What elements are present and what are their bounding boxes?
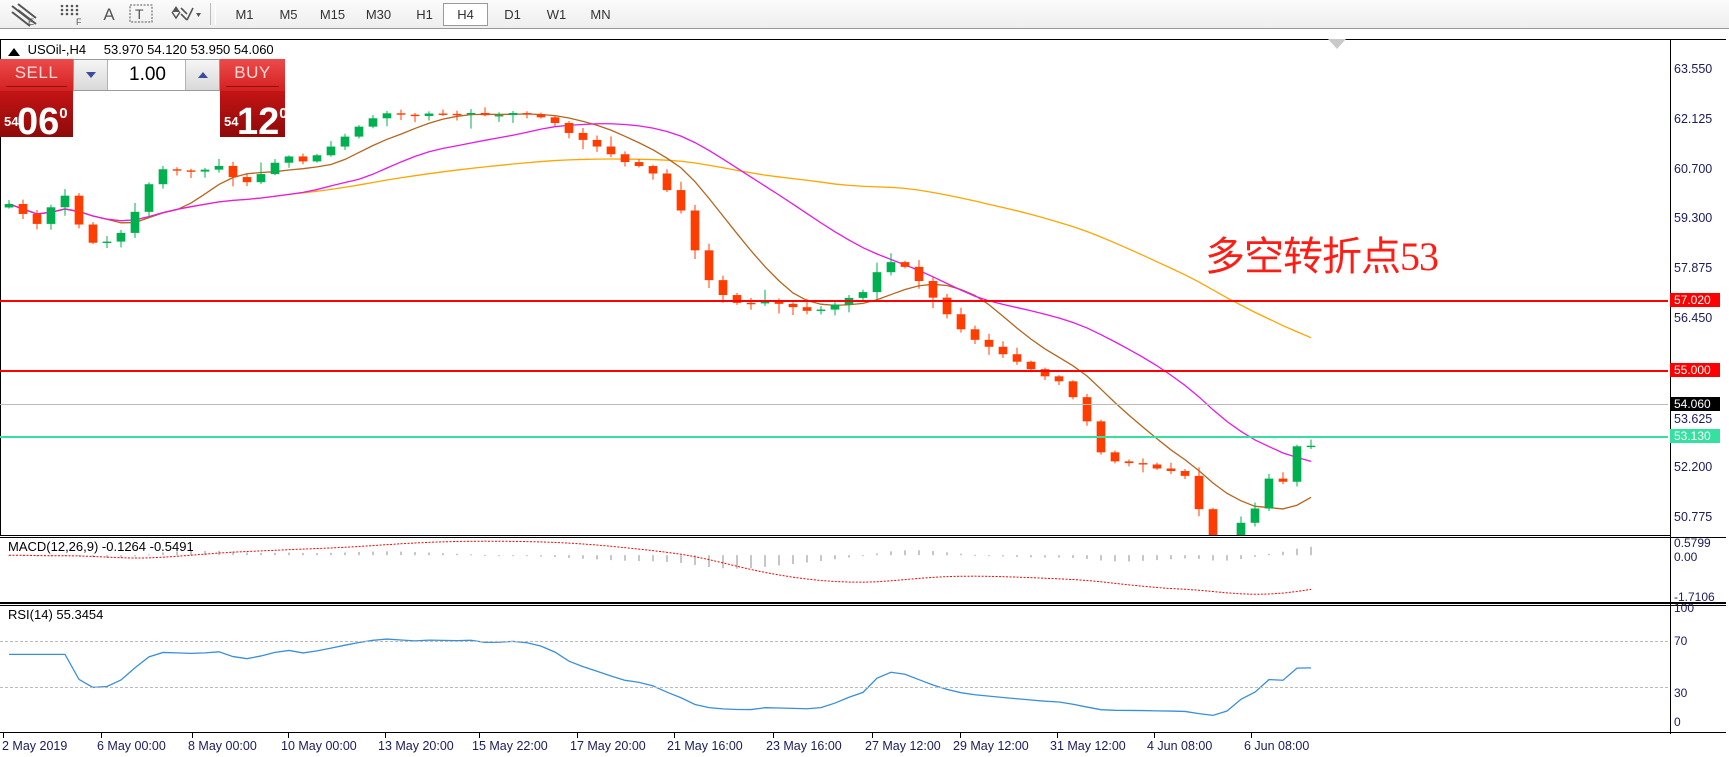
svg-text:E: E [28, 17, 34, 27]
svg-text:F: F [76, 17, 82, 27]
svg-text:T: T [135, 6, 144, 22]
